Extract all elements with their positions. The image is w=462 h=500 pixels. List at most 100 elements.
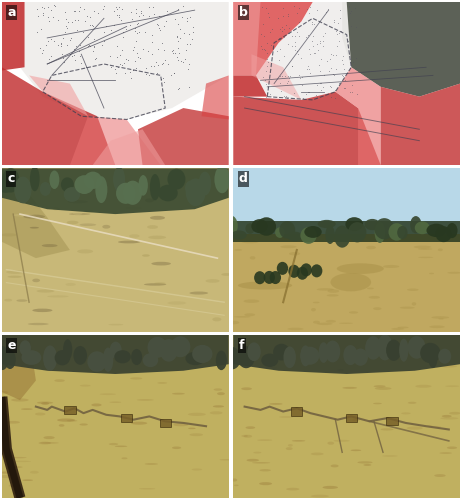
Ellipse shape bbox=[389, 223, 405, 240]
Point bbox=[133, 8, 140, 16]
Ellipse shape bbox=[342, 387, 357, 389]
Point bbox=[123, 54, 130, 62]
Point bbox=[291, 32, 298, 40]
Point bbox=[279, 12, 286, 20]
Point bbox=[78, 59, 85, 67]
Ellipse shape bbox=[407, 426, 423, 430]
Ellipse shape bbox=[401, 412, 411, 414]
Polygon shape bbox=[2, 168, 229, 214]
Ellipse shape bbox=[343, 345, 358, 365]
Point bbox=[261, 44, 268, 52]
Point bbox=[336, 36, 343, 44]
Point bbox=[330, 72, 338, 80]
Point bbox=[260, 72, 267, 80]
Point bbox=[134, 18, 142, 26]
Point bbox=[155, 22, 162, 30]
Point bbox=[82, 16, 89, 24]
Ellipse shape bbox=[6, 270, 24, 274]
Point bbox=[134, 20, 141, 28]
Ellipse shape bbox=[348, 222, 366, 242]
Point bbox=[288, 62, 295, 70]
Point bbox=[60, 58, 67, 66]
Ellipse shape bbox=[41, 442, 59, 444]
Point bbox=[122, 69, 129, 77]
Ellipse shape bbox=[113, 167, 125, 192]
Point bbox=[171, 49, 179, 57]
Point bbox=[161, 22, 168, 30]
Point bbox=[113, 52, 121, 60]
Ellipse shape bbox=[269, 403, 283, 405]
Point bbox=[277, 46, 284, 54]
Point bbox=[60, 54, 67, 62]
Point bbox=[47, 6, 55, 14]
Point bbox=[330, 18, 338, 25]
Ellipse shape bbox=[311, 452, 324, 456]
Ellipse shape bbox=[37, 402, 53, 404]
Ellipse shape bbox=[328, 442, 334, 445]
Ellipse shape bbox=[357, 462, 373, 464]
Point bbox=[323, 57, 331, 65]
Point bbox=[184, 65, 191, 73]
Ellipse shape bbox=[123, 297, 136, 300]
Point bbox=[314, 6, 321, 14]
Point bbox=[158, 40, 166, 48]
Point bbox=[129, 46, 136, 54]
Ellipse shape bbox=[1, 234, 17, 236]
Point bbox=[51, 37, 58, 45]
Ellipse shape bbox=[79, 224, 96, 226]
Point bbox=[70, 51, 78, 59]
Point bbox=[262, 67, 270, 75]
Ellipse shape bbox=[386, 340, 401, 361]
Point bbox=[91, 43, 98, 51]
Ellipse shape bbox=[241, 435, 248, 437]
Ellipse shape bbox=[391, 328, 404, 330]
Ellipse shape bbox=[445, 386, 459, 387]
Ellipse shape bbox=[251, 219, 268, 233]
Ellipse shape bbox=[47, 296, 69, 298]
Point bbox=[126, 68, 134, 76]
Ellipse shape bbox=[253, 452, 261, 454]
Point bbox=[115, 3, 122, 11]
Point bbox=[328, 50, 335, 58]
Ellipse shape bbox=[73, 346, 87, 365]
Polygon shape bbox=[92, 130, 165, 165]
Point bbox=[280, 4, 287, 12]
Ellipse shape bbox=[40, 182, 51, 196]
Point bbox=[313, 82, 321, 90]
Point bbox=[292, 46, 299, 54]
Point bbox=[148, 38, 156, 46]
Point bbox=[336, 14, 344, 22]
Point bbox=[328, 64, 335, 72]
Ellipse shape bbox=[69, 213, 91, 215]
Ellipse shape bbox=[30, 204, 43, 206]
Ellipse shape bbox=[449, 412, 461, 414]
Ellipse shape bbox=[241, 388, 252, 390]
Ellipse shape bbox=[231, 230, 247, 239]
Ellipse shape bbox=[330, 464, 339, 468]
Point bbox=[66, 50, 73, 58]
Point bbox=[304, 65, 311, 73]
Point bbox=[168, 48, 176, 56]
Ellipse shape bbox=[254, 271, 266, 284]
Point bbox=[119, 28, 127, 36]
Point bbox=[170, 68, 178, 76]
Point bbox=[95, 9, 102, 17]
Ellipse shape bbox=[447, 446, 457, 449]
Point bbox=[299, 80, 306, 88]
Ellipse shape bbox=[311, 494, 329, 498]
Text: c: c bbox=[7, 172, 15, 186]
Ellipse shape bbox=[243, 435, 252, 438]
Ellipse shape bbox=[108, 324, 123, 326]
Point bbox=[106, 52, 114, 60]
Ellipse shape bbox=[100, 394, 116, 395]
Ellipse shape bbox=[2, 168, 19, 192]
Point bbox=[98, 41, 106, 49]
Ellipse shape bbox=[172, 315, 191, 318]
Ellipse shape bbox=[109, 443, 118, 445]
Point bbox=[154, 45, 162, 53]
Ellipse shape bbox=[118, 240, 140, 244]
Point bbox=[306, 46, 313, 54]
Point bbox=[68, 18, 76, 26]
Ellipse shape bbox=[114, 350, 131, 364]
Point bbox=[84, 34, 91, 42]
